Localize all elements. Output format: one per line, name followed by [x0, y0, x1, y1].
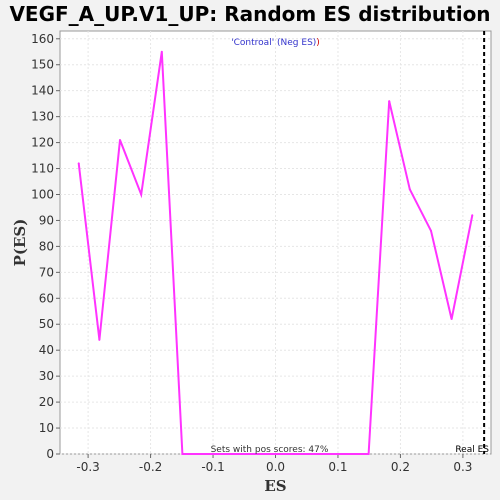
series-group	[77, 50, 474, 455]
x-tick-label: -0.3	[76, 460, 99, 474]
legend: 'Controal' (Neg ES))	[231, 38, 320, 48]
y-tick-label: 160	[31, 32, 54, 46]
y-tick-label: 30	[39, 369, 54, 383]
y-tick-label: 150	[31, 58, 54, 72]
data-point	[367, 453, 370, 455]
y-tick-label: 140	[31, 84, 54, 98]
data-point	[160, 50, 163, 53]
y-tick-label: 40	[39, 343, 54, 357]
y-tick-label: 130	[31, 110, 54, 124]
data-point	[430, 229, 433, 232]
data-point	[140, 193, 143, 196]
data-point	[77, 162, 80, 165]
y-tick-label: 50	[39, 317, 54, 331]
y-tick-label: 60	[39, 291, 54, 305]
y-tick-label: 80	[39, 239, 54, 253]
x-tick-label: -0.1	[201, 460, 224, 474]
data-point	[118, 138, 121, 141]
y-tick-label: 20	[39, 395, 54, 409]
grid-lines	[60, 31, 491, 455]
y-axis-title: P(ES)	[11, 219, 29, 267]
y-tick-label: 120	[31, 136, 54, 150]
data-point	[98, 338, 101, 341]
x-tick-label: 0.2	[391, 460, 410, 474]
x-tick-label: 0.1	[328, 460, 347, 474]
y-axis: 0 10 20 30 40 50 60 70 80 90 100 110 120 130 140 150 160	[31, 32, 60, 461]
data-point	[408, 188, 411, 191]
chart-title: VEGF_A_UP.V1_UP: Random ES distribution	[9, 2, 491, 26]
x-tick-label: 0.3	[453, 460, 472, 474]
y-tick-label: 70	[39, 265, 54, 279]
x-tick-label: -0.2	[139, 460, 162, 474]
x-tick-label: 0.0	[266, 460, 285, 474]
x-axis: -0.3 -0.2 -0.1 0.0 0.1 0.2 0.3	[76, 454, 472, 474]
data-point	[471, 214, 474, 217]
data-point	[388, 100, 391, 103]
legend-prefix: 'Controal' (Neg ES)	[231, 38, 316, 48]
pos-scores-annotation: Sets with pos scores: 47%	[211, 445, 329, 455]
y-tick-label: 90	[39, 213, 54, 227]
y-tick-label: 0	[46, 447, 54, 461]
y-tick-label: 10	[39, 421, 54, 435]
real-es-label: Real ES	[455, 445, 489, 455]
x-axis-title: ES	[264, 477, 286, 495]
data-point	[450, 318, 453, 321]
y-tick-label: 100	[31, 187, 54, 201]
y-tick-label: 110	[31, 162, 54, 176]
data-point	[181, 453, 184, 455]
plot-area	[59, 30, 492, 455]
legend-suffix: )	[316, 38, 320, 48]
es-distribution-line	[77, 51, 474, 455]
